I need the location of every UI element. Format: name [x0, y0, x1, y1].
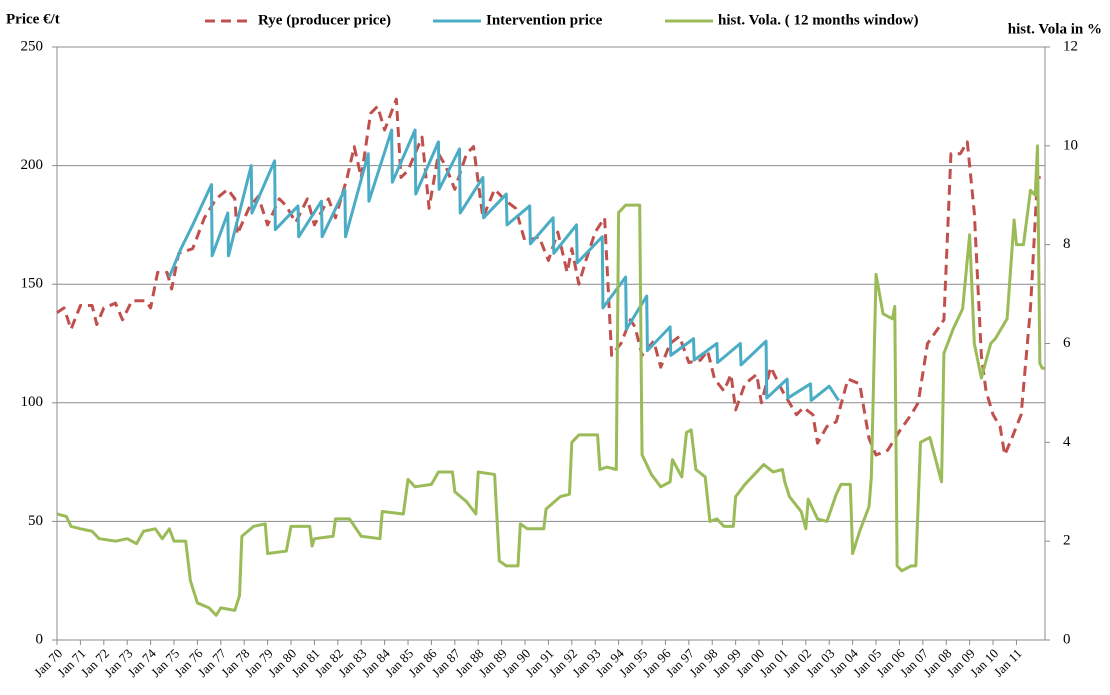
- series-line: [56, 144, 1045, 617]
- y2-tick-label: 0: [1063, 631, 1071, 647]
- y2-tick-label: 8: [1063, 236, 1071, 252]
- series-line: [56, 97, 1045, 457]
- y2-tick-label: 4: [1063, 434, 1071, 450]
- y2-tick-label: 6: [1063, 335, 1071, 351]
- y-tick-label: 150: [21, 276, 44, 292]
- y2-tick-label: 10: [1063, 137, 1078, 153]
- y-tick-label: 200: [21, 157, 44, 173]
- legend-label: Intervention price: [486, 12, 603, 28]
- legend-label: hist. Vola. ( 12 months window): [718, 12, 918, 28]
- y2-axis-label: hist. Vola in %: [1008, 21, 1102, 37]
- series-line: [167, 128, 840, 402]
- y-tick-label: 0: [36, 631, 44, 647]
- y-tick-label: 50: [28, 513, 43, 529]
- y-axis-label: Price €/t: [6, 11, 60, 27]
- y-tick-label: 250: [21, 38, 44, 54]
- y-tick-label: 100: [21, 394, 44, 410]
- legend-label: Rye (producer price): [258, 12, 391, 28]
- y2-tick-label: 2: [1063, 533, 1071, 549]
- y2-tick-label: 12: [1063, 38, 1078, 54]
